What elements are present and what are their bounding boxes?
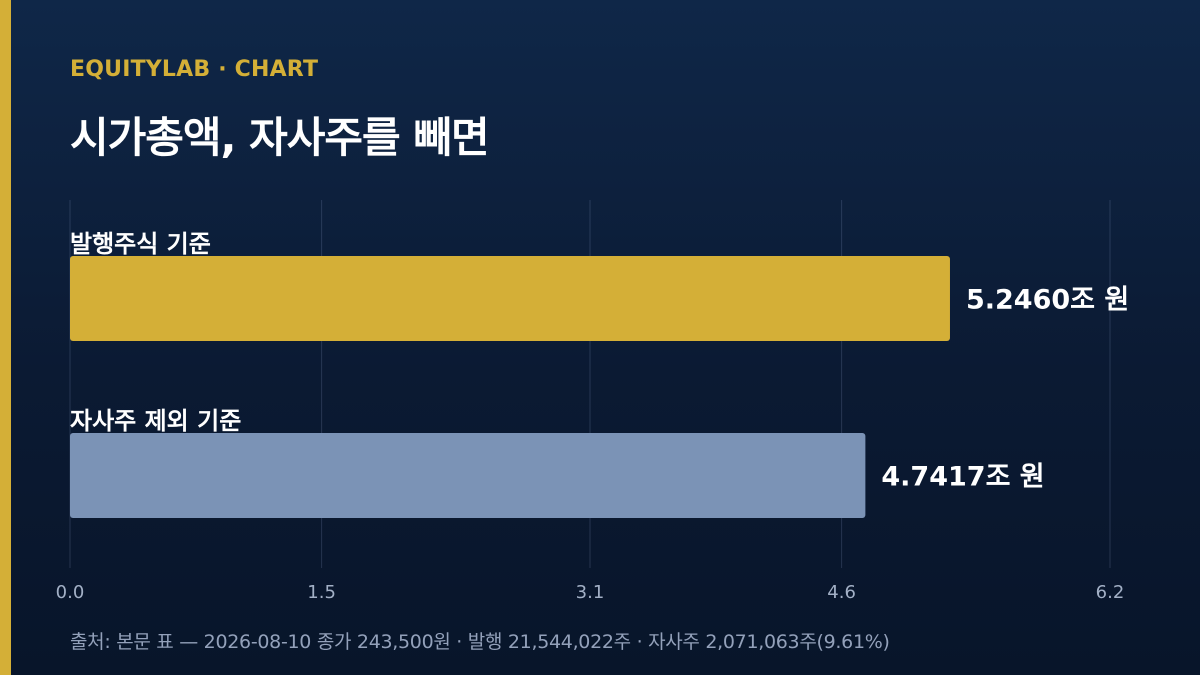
bar [70, 433, 866, 518]
category-label: 자사주 제외 기준 [70, 407, 241, 435]
x-tick-label: 4.6 [827, 582, 856, 603]
value-label: 4.7417조 원 [881, 462, 1044, 493]
category-label: 발행주식 기준 [70, 230, 211, 258]
accent-stripe [0, 0, 11, 675]
chart-title: 시가총액, 자사주를 빼면 [70, 113, 490, 162]
brand-label: EQUITYLAB · CHART [70, 57, 319, 82]
x-tick-label: 1.5 [307, 582, 336, 603]
bar [70, 256, 950, 341]
source-note: 출처: 본문 표 — 2026-08-10 종가 243,500원 · 발행 2… [70, 631, 890, 653]
x-tick-label: 3.1 [576, 582, 605, 603]
value-label: 5.2460조 원 [966, 285, 1129, 316]
x-tick-label: 6.2 [1096, 582, 1125, 603]
x-tick-label: 0.0 [56, 582, 85, 603]
